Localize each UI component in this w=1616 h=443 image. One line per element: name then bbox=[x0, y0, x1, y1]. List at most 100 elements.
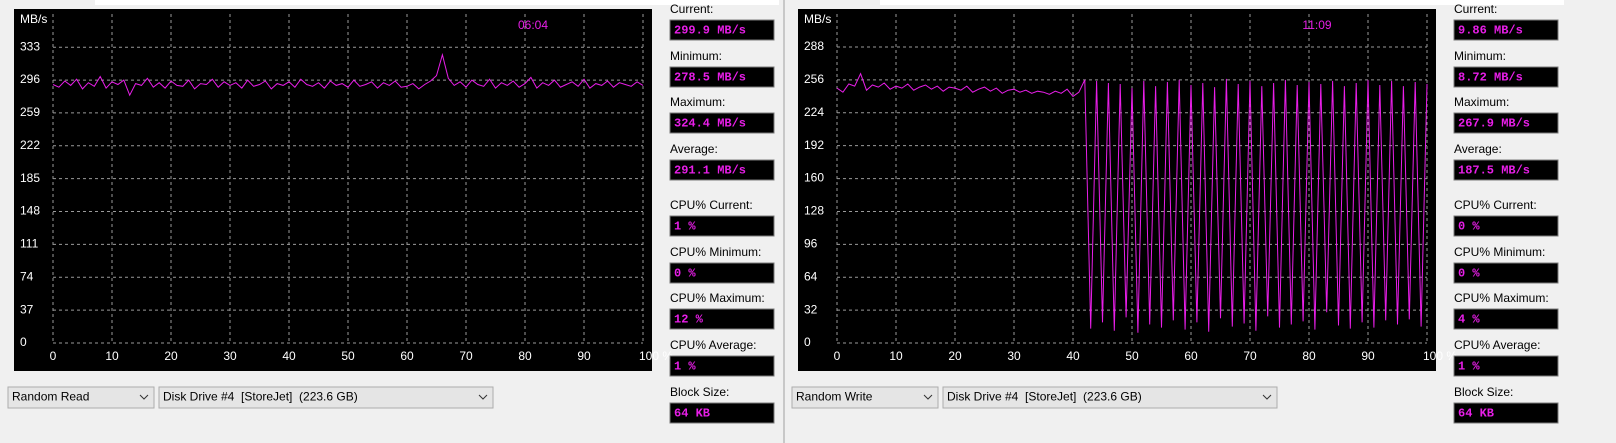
drive-dropdown-text[interactable]: Disk Drive #4 [StoreJet] (223.6 GB) bbox=[163, 390, 358, 404]
stat-label: Maximum: bbox=[1454, 95, 1509, 109]
x-tick-label: 80 bbox=[518, 349, 532, 363]
stat-box bbox=[1453, 308, 1559, 330]
x-tick-label: 70 bbox=[1243, 349, 1257, 363]
stat-label: Minimum: bbox=[1454, 49, 1506, 63]
x-tick-label: 10 bbox=[889, 349, 903, 363]
y-tick-label: 333 bbox=[20, 39, 40, 53]
stat-label: Current: bbox=[1454, 2, 1497, 16]
x-tick-label: 20 bbox=[164, 349, 178, 363]
x-tick-label: 30 bbox=[223, 349, 237, 363]
elapsed-time: 06:04 bbox=[518, 18, 548, 32]
tab-strip bbox=[95, 0, 779, 5]
x-tick-label: 30 bbox=[1007, 349, 1021, 363]
y-tick-label: 185 bbox=[20, 171, 40, 185]
stat-label: CPU% Maximum: bbox=[1454, 291, 1549, 305]
x-tick-label: 90 bbox=[1361, 349, 1375, 363]
stat-value: 1 % bbox=[674, 220, 696, 234]
stat-value: 278.5 MB/s bbox=[674, 71, 746, 85]
x-tick-label: 10 bbox=[105, 349, 119, 363]
test-dropdown[interactable] bbox=[791, 386, 939, 409]
stat-box bbox=[669, 402, 775, 424]
stat-value: 64 KB bbox=[674, 407, 710, 421]
stat-value: 8.72 MB/s bbox=[1458, 71, 1523, 85]
y-tick-label: 0 bbox=[20, 335, 27, 349]
drive-dropdown-arrow[interactable] bbox=[1262, 394, 1272, 400]
y-tick-label: 296 bbox=[20, 72, 40, 86]
x-tick-label: 50 bbox=[341, 349, 355, 363]
test-dropdown-arrow[interactable] bbox=[923, 394, 933, 400]
stat-box bbox=[669, 112, 775, 134]
stat-label: CPU% Minimum: bbox=[670, 245, 761, 259]
stat-box bbox=[1453, 159, 1559, 181]
stat-label: CPU% Minimum: bbox=[1454, 245, 1545, 259]
y-tick-label: 222 bbox=[20, 138, 40, 152]
test-dropdown[interactable] bbox=[7, 386, 155, 409]
x-tick-label: 60 bbox=[1184, 349, 1198, 363]
stat-value: 0 % bbox=[1458, 220, 1480, 234]
stat-box bbox=[1453, 66, 1559, 88]
y-tick-label: 192 bbox=[804, 138, 824, 152]
stat-value: 1 % bbox=[674, 360, 696, 374]
stat-value: 0 % bbox=[1458, 267, 1480, 281]
y-tick-label: 148 bbox=[20, 204, 40, 218]
y-tick-label: 74 bbox=[20, 269, 34, 283]
x-tick-label: 40 bbox=[1066, 349, 1080, 363]
drive-dropdown-text[interactable]: Disk Drive #4 [StoreJet] (223.6 GB) bbox=[947, 390, 1142, 404]
y-tick-label: 64 bbox=[804, 269, 818, 283]
y-tick-label: 288 bbox=[804, 39, 824, 53]
test-dropdown-arrow[interactable] bbox=[139, 394, 149, 400]
stat-box bbox=[669, 308, 775, 330]
stat-box bbox=[669, 159, 775, 181]
stat-value: 9.86 MB/s bbox=[1458, 24, 1523, 38]
y-tick-label: 224 bbox=[804, 105, 824, 119]
stat-label: Current: bbox=[670, 2, 713, 16]
stat-value: 267.9 MB/s bbox=[1458, 117, 1530, 131]
y-axis-label: MB/s bbox=[20, 12, 47, 26]
stat-label: CPU% Average: bbox=[670, 338, 757, 352]
test-dropdown-text[interactable]: Random Write bbox=[796, 390, 873, 404]
stat-label: Minimum: bbox=[670, 49, 722, 63]
x-tick-label: 100 % bbox=[639, 349, 673, 363]
stat-box bbox=[1453, 112, 1559, 134]
y-tick-label: 111 bbox=[20, 237, 39, 251]
x-tick-label: 60 bbox=[400, 349, 414, 363]
drive-dropdown[interactable] bbox=[158, 386, 494, 409]
stat-box bbox=[1453, 402, 1559, 424]
stat-box bbox=[669, 215, 775, 237]
x-tick-label: 0 bbox=[834, 349, 841, 363]
y-tick-label: 96 bbox=[804, 237, 818, 251]
elapsed-time: 11:09 bbox=[1302, 18, 1331, 32]
stat-box bbox=[669, 66, 775, 88]
stat-label: Maximum: bbox=[670, 95, 725, 109]
stat-label: Average: bbox=[1454, 142, 1502, 156]
stat-box bbox=[669, 262, 775, 284]
stat-label: Block Size: bbox=[670, 385, 729, 399]
stat-value: 291.1 MB/s bbox=[674, 164, 746, 178]
x-tick-label: 80 bbox=[1302, 349, 1316, 363]
x-tick-label: 90 bbox=[577, 349, 591, 363]
y-tick-label: 0 bbox=[804, 335, 811, 349]
stat-value: 4 % bbox=[1458, 313, 1480, 327]
tab-strip bbox=[880, 0, 1564, 5]
plot-background bbox=[798, 9, 1436, 371]
stat-value: 324.4 MB/s bbox=[674, 117, 746, 131]
stat-value: 12 % bbox=[674, 313, 704, 327]
throughput-line bbox=[836, 72, 1428, 333]
stat-label: Average: bbox=[670, 142, 718, 156]
stat-box bbox=[669, 19, 775, 41]
plot-background bbox=[14, 9, 652, 371]
drive-dropdown-arrow[interactable] bbox=[478, 394, 488, 400]
x-tick-label: 50 bbox=[1125, 349, 1139, 363]
stat-value: 64 KB bbox=[1458, 407, 1494, 421]
drive-dropdown[interactable] bbox=[942, 386, 1278, 409]
x-tick-label: 100 % bbox=[1423, 349, 1457, 363]
stat-value: 187.5 MB/s bbox=[1458, 164, 1530, 178]
stat-label: CPU% Current: bbox=[1454, 198, 1537, 212]
stat-label: CPU% Maximum: bbox=[670, 291, 765, 305]
y-axis-label: MB/s bbox=[804, 12, 831, 26]
y-tick-label: 256 bbox=[804, 72, 824, 86]
test-dropdown-text[interactable]: Random Read bbox=[12, 390, 89, 404]
x-tick-label: 0 bbox=[50, 349, 57, 363]
stat-value: 1 % bbox=[1458, 360, 1480, 374]
y-tick-label: 160 bbox=[804, 171, 824, 185]
